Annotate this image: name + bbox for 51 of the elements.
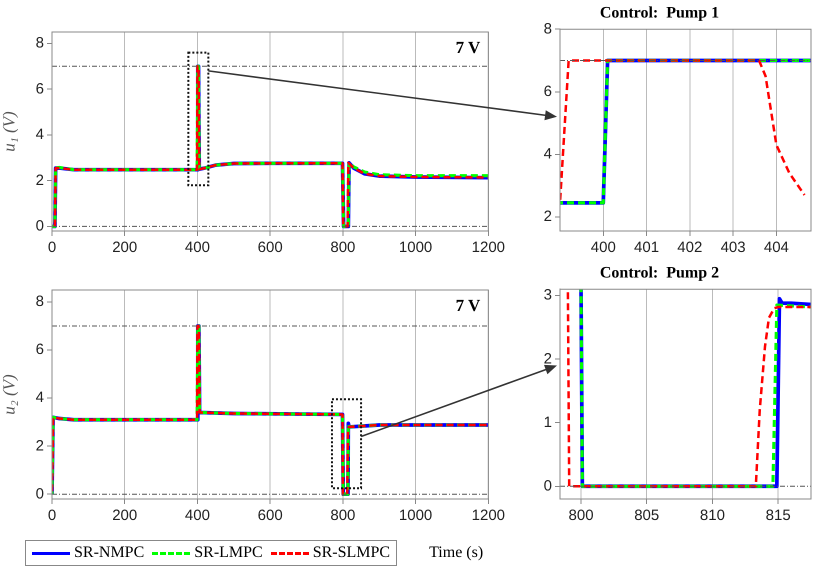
legend-label: SR-NMPC (74, 544, 144, 562)
y-tick-label: 4 (544, 145, 552, 162)
y-tick-label: 0 (36, 485, 44, 502)
chart-title: Control: Pump 1 (600, 4, 720, 22)
legend-label: SR-SLMPC (312, 544, 390, 562)
y-tick-label: 6 (36, 80, 44, 98)
x-tick-label: 1000 (398, 507, 432, 524)
x-tick-label: 401 (634, 239, 660, 256)
y-tick-label: 2 (36, 172, 44, 189)
x-tick-label: 200 (112, 239, 138, 256)
y-tick-label: 0 (544, 477, 552, 494)
x-tick-label: 815 (766, 507, 791, 524)
x-axis-title: Time (s) (429, 544, 484, 562)
annotation: 7 V (456, 38, 482, 57)
x-tick-label: 800 (568, 507, 594, 524)
legend-label: SR-LMPC (194, 544, 263, 562)
y-tick-label: 1 (544, 414, 552, 431)
y-tick-label: 6 (36, 341, 44, 358)
x-tick-label: 810 (700, 507, 725, 524)
x-tick-label: 0 (48, 239, 56, 256)
y-tick-label: 2 (544, 208, 552, 226)
x-tick-label: 1200 (472, 507, 506, 524)
x-tick-label: 600 (258, 239, 283, 256)
y-axis-title: u₁ (V) (0, 110, 19, 152)
y-tick-label: 0 (36, 218, 44, 235)
x-tick-label: 600 (258, 507, 283, 524)
x-tick-label: 800 (330, 507, 356, 524)
x-tick-label: 0 (48, 507, 56, 524)
y-tick-label: 2 (36, 437, 44, 454)
y-tick-label: 4 (36, 389, 44, 406)
x-tick-label: 400 (590, 239, 616, 256)
y-tick-label: 2 (544, 350, 552, 368)
y-tick-label: 8 (36, 34, 44, 52)
x-tick-label: 200 (112, 507, 138, 524)
annotation: 7 V (456, 296, 482, 315)
y-tick-label: 8 (36, 293, 44, 310)
y-tick-label: 4 (36, 126, 44, 144)
x-tick-label: 805 (634, 507, 660, 524)
x-tick-label: 1200 (472, 239, 506, 256)
x-tick-label: 400 (184, 507, 210, 524)
y-axis-title: u₂ (V) (0, 374, 19, 415)
y-tick-label: 3 (544, 286, 552, 304)
x-tick-label: 403 (720, 239, 746, 256)
y-tick-label: 8 (544, 20, 552, 38)
x-tick-label: 800 (330, 239, 356, 256)
chart-title: Control: Pump 2 (600, 264, 720, 282)
x-tick-label: 402 (677, 239, 702, 256)
x-tick-label: 1000 (398, 239, 432, 256)
x-tick-label: 400 (184, 239, 210, 256)
x-tick-label: 404 (764, 239, 789, 256)
y-tick-label: 6 (544, 82, 552, 100)
